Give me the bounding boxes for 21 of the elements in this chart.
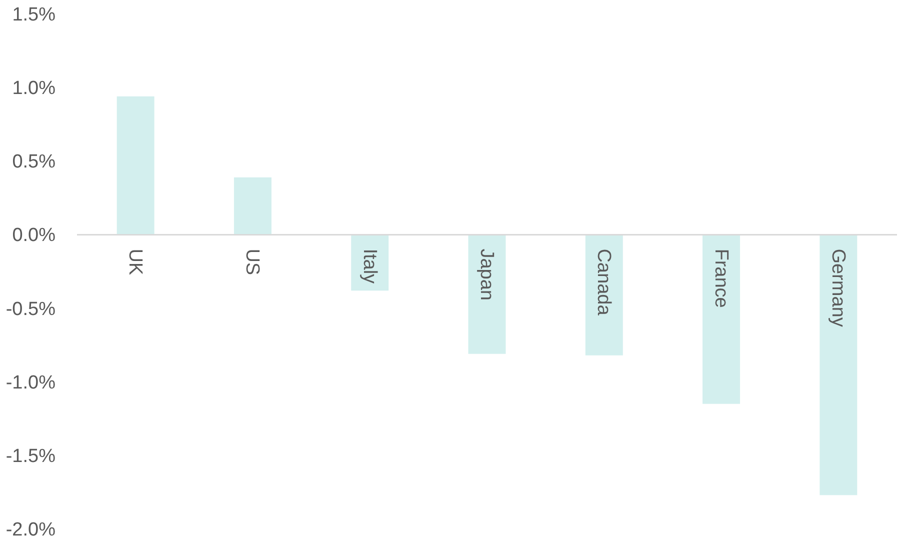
x-tick-label: Japan — [476, 248, 497, 300]
bar — [116, 96, 154, 235]
x-tick-label: Canada — [593, 248, 614, 316]
y-tick-label: -2.0% — [6, 520, 56, 540]
x-tick-label: Germany — [827, 248, 848, 328]
y-tick-label: 1.0% — [12, 78, 56, 100]
x-tick-label: France — [710, 248, 732, 308]
y-tick-label: 0.5% — [12, 152, 56, 173]
bar — [234, 177, 272, 235]
y-tick-label: -1.5% — [6, 446, 56, 467]
x-tick-label: Italy — [358, 248, 380, 284]
y-tick-label: 1.5% — [12, 4, 56, 26]
bar — [820, 234, 858, 496]
bar — [585, 234, 623, 356]
y-tick-label: -0.5% — [6, 298, 56, 320]
bar — [468, 234, 506, 354]
bar — [702, 234, 740, 404]
y-tick-label: -1.0% — [6, 372, 56, 394]
x-tick-label: UK — [124, 248, 146, 276]
x-tick-label: US — [242, 248, 263, 276]
y-tick-label: 0.0% — [12, 225, 56, 246]
